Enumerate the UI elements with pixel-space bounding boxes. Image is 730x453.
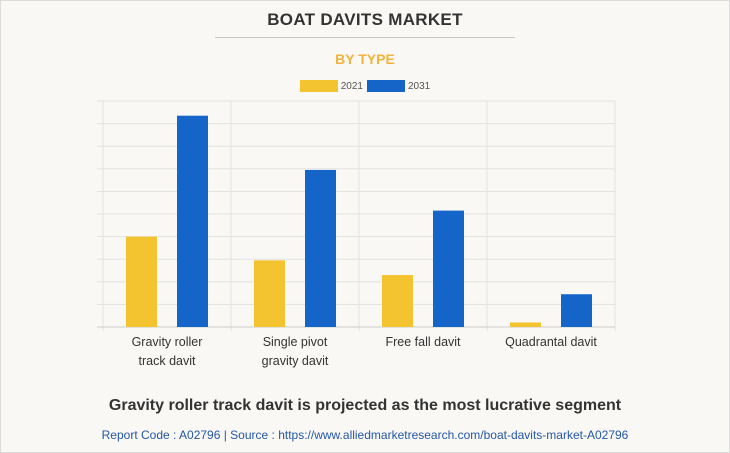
x-tick-label: Single pivot	[263, 335, 328, 349]
chart-subtitle: BY TYPE	[335, 51, 395, 67]
bar-2031-3	[433, 210, 464, 327]
bar-2031-1	[177, 115, 208, 327]
x-tick-label: gravity davit	[262, 354, 329, 368]
bar-2021-3	[382, 275, 413, 327]
bar-2031-2	[305, 169, 336, 327]
x-tick-label: track davit	[139, 354, 196, 368]
x-tick-label: Quadrantal davit	[505, 335, 597, 349]
bar-2021-1	[126, 236, 157, 327]
legend: 2021 2031	[0, 80, 730, 92]
legend-label-2031: 2031	[408, 80, 431, 92]
legend-item-2031: 2031	[367, 80, 430, 92]
legend-item-2021: 2021	[299, 80, 363, 92]
headline: Gravity roller track davit is projected …	[108, 397, 622, 414]
bar-2021-4	[510, 322, 541, 327]
bar-2031-4	[561, 294, 592, 327]
chart-title: BOAT DAVITS MARKET	[267, 10, 463, 29]
bar-2021-2	[254, 260, 285, 327]
x-tick-label: Free fall davit	[385, 335, 461, 349]
x-tick-label: Gravity roller	[132, 335, 203, 349]
legend-swatch-2031	[367, 80, 405, 92]
legend-swatch-2021	[299, 80, 338, 92]
title-divider	[215, 37, 515, 38]
legend-label-2021: 2021	[340, 80, 363, 92]
source-footer: Report Code : A02796 | Source : https://…	[101, 428, 629, 442]
